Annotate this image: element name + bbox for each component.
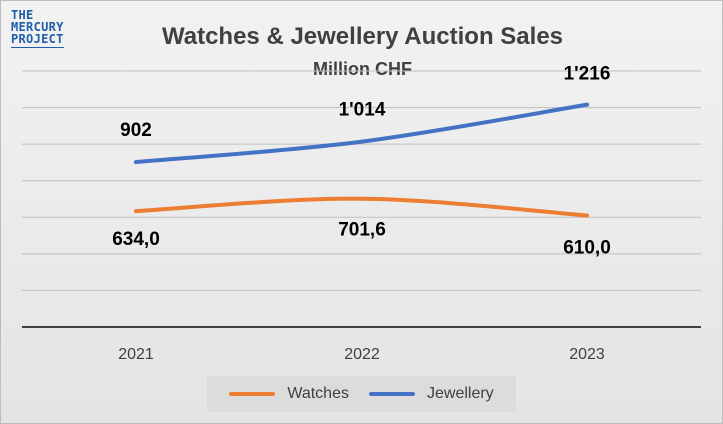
legend-label-jewellery: Jewellery (426, 385, 494, 402)
data-point-jewellery (360, 139, 364, 144)
x-tick-label: 2022 (344, 346, 380, 363)
data-label-watches: 610,0 (563, 237, 611, 258)
data-point-watches (360, 196, 364, 201)
data-point-watches (134, 209, 138, 214)
data-label-watches: 701,6 (338, 220, 386, 241)
legend-swatch-watches (229, 392, 276, 396)
legend-item-watches: Watches (229, 385, 349, 403)
chart-legend: Watches Jewellery (207, 376, 516, 412)
x-tick-label: 2021 (118, 346, 154, 363)
logo-line-1: THE (11, 8, 34, 22)
series-line-watches (134, 196, 589, 218)
data-label-jewellery: 902 (120, 120, 152, 141)
legend-label-watches: Watches (287, 385, 349, 402)
logo-line-2: MERCURY (11, 20, 64, 34)
data-point-jewellery (134, 160, 138, 165)
data-label-jewellery: 1'216 (564, 64, 611, 85)
mercury-project-logo: THE MERCURY PROJECT (11, 9, 64, 48)
data-point-watches (585, 213, 589, 218)
legend-item-jewellery: Jewellery (368, 385, 494, 403)
chart-subtitle: Million CHF (313, 59, 412, 79)
chart-title: Watches & Jewellery Auction Sales (161, 23, 564, 50)
legend-swatch-jewellery (368, 392, 415, 396)
logo-line-3: PROJECT (11, 32, 64, 46)
x-tick-label: 2023 (569, 346, 605, 363)
data-label-jewellery: 1'014 (339, 100, 386, 121)
data-label-watches: 634,0 (112, 229, 160, 250)
data-point-jewellery (585, 102, 589, 107)
